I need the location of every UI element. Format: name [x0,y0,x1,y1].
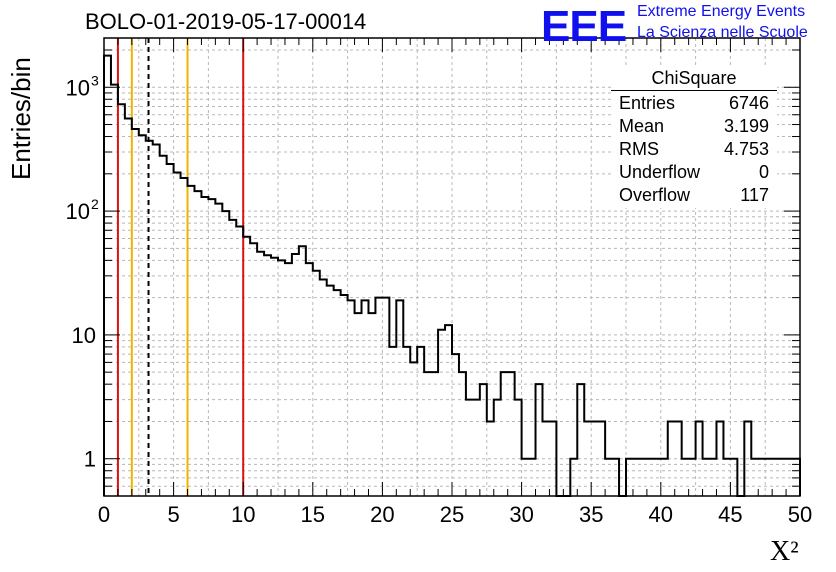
stats-key: Underflow [619,162,701,182]
y-tick-label: 10 [66,75,90,100]
stats-key: Overflow [619,185,691,205]
y-axis-label: Entries/bin [6,57,36,180]
x-tick-label: 10 [231,502,255,527]
x-axis-label-text: X² [770,536,799,567]
histogram-bin [577,384,584,496]
histogram-bin [334,290,341,496]
x-tick-label: 30 [509,502,533,527]
histogram-bin [181,178,188,496]
histogram-bin [473,400,480,496]
reference-lines [116,38,245,496]
stats-value: 117 [740,185,769,205]
x-tick-label: 50 [788,502,812,527]
histogram-bin [160,156,167,496]
histogram-bin [515,400,522,496]
histogram-bin [494,400,501,496]
x-tick-label: 35 [579,502,603,527]
histogram-bin [375,298,382,496]
y-tick-exponent: 3 [91,72,99,88]
histogram-bin [480,384,487,496]
y-tick-label: 1 [84,447,96,472]
stats-row-mean: Mean 3.199 [619,116,769,138]
histogram-bin [250,243,257,496]
histogram-bin [153,144,160,496]
histogram-bin [236,227,243,496]
stats-key: RMS [619,139,659,159]
histogram-bin [452,354,459,496]
histogram-bin [111,85,118,496]
x-tick-label: 15 [301,502,325,527]
eee-logo: EEE [541,2,627,51]
histogram-bin [125,118,132,496]
x-tick-label: 40 [649,502,673,527]
y-tick-label: 10 [66,199,90,224]
histogram-bin [167,164,174,496]
histogram-bin [132,129,139,496]
stats-row-rms: RMS 4.753 [619,139,769,161]
histogram-bin [264,255,271,496]
y-tick-label: 10 [72,323,96,348]
stats-value: 3.199 [723,116,769,136]
chart-title: BOLO-01-2019-05-17-00014 [85,9,367,34]
histogram-bin [348,300,355,496]
histogram-bin [139,135,146,496]
histogram-bin [222,211,229,496]
x-tick-label: 25 [440,502,464,527]
stats-key: Entries [619,93,676,113]
histogram-bin [362,300,369,496]
stats-divider [611,90,777,91]
stats-row-entries: Entries 6746 [619,93,769,115]
histogram-bin [215,204,222,496]
histogram-bin [118,104,125,496]
histogram-bin [292,254,299,496]
x-tick-label: 0 [98,502,110,527]
stats-value: 6746 [728,93,769,113]
histogram-bin [257,252,264,496]
histogram-bin [320,280,327,496]
histogram-bin [313,271,320,496]
histogram-bin [466,400,473,496]
y-tick-exponent: 2 [91,196,99,212]
stats-value: 4.753 [723,139,769,159]
stats-value: 0 [758,162,769,182]
logo-subtitle-2: La Scienza nelle Scuole [637,24,808,41]
stats-box: ChiSquare Entries 6746 Mean 3.199 RMS 4.… [611,66,777,208]
stats-row-overflow: Overflow 117 [619,185,769,207]
histogram-outline [103,54,801,497]
x-axis-label: X² [770,536,799,568]
histogram-bin [278,260,285,496]
histogram-bin [341,295,348,496]
histogram-bin [271,258,278,496]
histogram-bin [208,199,215,496]
x-tick-label: 20 [370,502,394,527]
histogram-bin [396,300,403,496]
stats-row-underflow: Underflow 0 [619,162,769,184]
histogram-bin [229,220,236,496]
histogram-bin [382,298,389,496]
x-tick-label: 5 [167,502,179,527]
histogram-bin [410,362,417,496]
axes [103,37,801,497]
x-tick-label: 45 [718,502,742,527]
histogram-bin [174,172,181,496]
logo-subtitle-1: Extreme Energy Events [637,3,806,20]
histogram-bin [194,191,201,496]
stats-title: ChiSquare [651,68,737,88]
histogram-bars [103,54,801,497]
histogram-bin [536,384,543,496]
stats-key: Mean [619,116,665,136]
